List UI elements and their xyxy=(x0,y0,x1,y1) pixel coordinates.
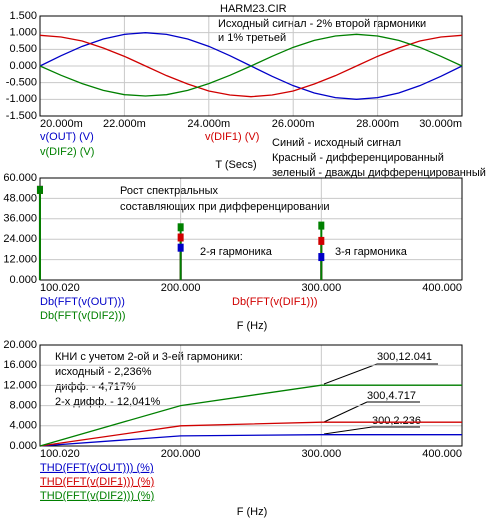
x-tick-label: 200.000 xyxy=(161,282,201,294)
legend-label: Db(FFT(v(DIF1))) xyxy=(232,296,318,308)
x-tick-label: 300.000 xyxy=(301,282,341,294)
chart-title: HARM23.CIR xyxy=(220,3,287,15)
annotation: зеленый - дважды дифференцированный xyxy=(272,167,486,179)
stem-marker xyxy=(177,223,184,232)
y-tick-label: 1.000 xyxy=(9,27,37,39)
y-tick-label: 48.000 xyxy=(3,192,37,204)
y-tick-label: 20.000 xyxy=(3,339,37,351)
legend-label: v(OUT) (V) xyxy=(40,131,94,143)
y-tick-label: 12.000 xyxy=(3,254,37,266)
y-tick-label: 12.000 xyxy=(3,379,37,391)
stem-marker xyxy=(177,233,184,242)
x-tick-label: 24.000m xyxy=(187,118,230,130)
x-tick-label: 100.020 xyxy=(40,282,80,294)
legend-label: THD(FFT(v(OUT))) (%) xyxy=(40,462,154,474)
y-tick-label: 60.000 xyxy=(3,172,37,184)
y-tick-label: 8.000 xyxy=(9,400,37,412)
annotation: составляющих при дифференцировании xyxy=(120,201,330,213)
y-tick-label: 16.000 xyxy=(3,359,37,371)
x-axis-label: F (Hz) xyxy=(237,506,268,518)
x-axis-label: F (Hz) xyxy=(237,320,268,332)
callout-arrow xyxy=(323,401,368,423)
legend-label: THD(FFT(v(DIF2))) (%) xyxy=(40,490,154,502)
callout-arrow xyxy=(323,426,373,435)
annotation: исходный - 2,236% xyxy=(55,366,152,378)
x-axis-label: T (Secs) xyxy=(215,159,256,171)
callout-arrow xyxy=(323,363,378,385)
legend-label: v(DIF2) (V) xyxy=(40,146,94,158)
stem-marker xyxy=(318,253,325,262)
series-line xyxy=(39,434,462,447)
y-tick-label: 0.000 xyxy=(9,440,37,452)
annotation: 300,12.041 xyxy=(377,351,432,363)
x-tick-label: 30.000m xyxy=(419,118,462,130)
annotation: Рост спектральных xyxy=(120,185,218,197)
y-tick-label: 1.500 xyxy=(9,10,37,22)
stem-marker xyxy=(36,185,43,194)
annotation: КНИ с учетом 2-ой и 3-ей гармоники: xyxy=(55,351,243,363)
annotation: Исходный сигнал - 2% второй гармоники xyxy=(218,18,426,30)
y-tick-label: -1.500 xyxy=(6,110,37,122)
series-line xyxy=(39,421,462,447)
annotation: дифф. - 4,717% xyxy=(55,381,136,393)
y-tick-label: 36.000 xyxy=(3,213,37,225)
y-tick-label: 4.000 xyxy=(9,420,37,432)
y-tick-label: -0.500 xyxy=(6,77,37,89)
annotation: 3-я гармоника xyxy=(335,246,408,258)
x-tick-label: 400.000 xyxy=(422,282,462,294)
annotation: 2-я гармоника xyxy=(200,246,273,258)
annotation: Красный - дифференцированный xyxy=(272,152,444,164)
series-line xyxy=(39,34,463,98)
plot-frame xyxy=(39,344,463,447)
series-line xyxy=(39,33,463,97)
plot-frame xyxy=(39,177,463,281)
annotation: 2-х дифф. - 12,041% xyxy=(55,396,160,408)
x-tick-label: 28.000m xyxy=(356,118,399,130)
x-tick-label: 300.000 xyxy=(301,448,341,460)
x-tick-label: 200.000 xyxy=(161,448,201,460)
stem-marker xyxy=(177,243,184,252)
series-line xyxy=(39,384,462,447)
x-tick-label: 22.000m xyxy=(103,118,146,130)
annotation: Синий - исходный сигнал xyxy=(272,137,401,149)
legend-label: THD(FFT(v(DIF1))) (%) xyxy=(40,476,154,488)
y-tick-label: 24.000 xyxy=(3,233,37,245)
y-tick-label: 0.500 xyxy=(9,43,37,55)
legend-label: v(DIF1) (V) xyxy=(205,131,259,143)
x-tick-label: 26.000m xyxy=(272,118,315,130)
stem-marker xyxy=(318,221,325,230)
annotation: и 1% третьей xyxy=(218,32,286,44)
x-tick-label: 100.020 xyxy=(40,448,80,460)
stem-marker xyxy=(318,236,325,245)
y-tick-label: 0.000 xyxy=(9,60,37,72)
legend-label: Db(FFT(v(DIF2))) xyxy=(40,310,126,322)
y-tick-label: -1.000 xyxy=(6,93,37,105)
x-tick-label: 20.000m xyxy=(40,118,83,130)
annotation: 300,2.236 xyxy=(372,415,421,427)
y-tick-label: 0.000 xyxy=(9,274,37,286)
legend-label: Db(FFT(v(OUT))) xyxy=(40,296,125,308)
annotation: 300,4.717 xyxy=(367,390,416,402)
x-tick-label: 400.000 xyxy=(422,448,462,460)
